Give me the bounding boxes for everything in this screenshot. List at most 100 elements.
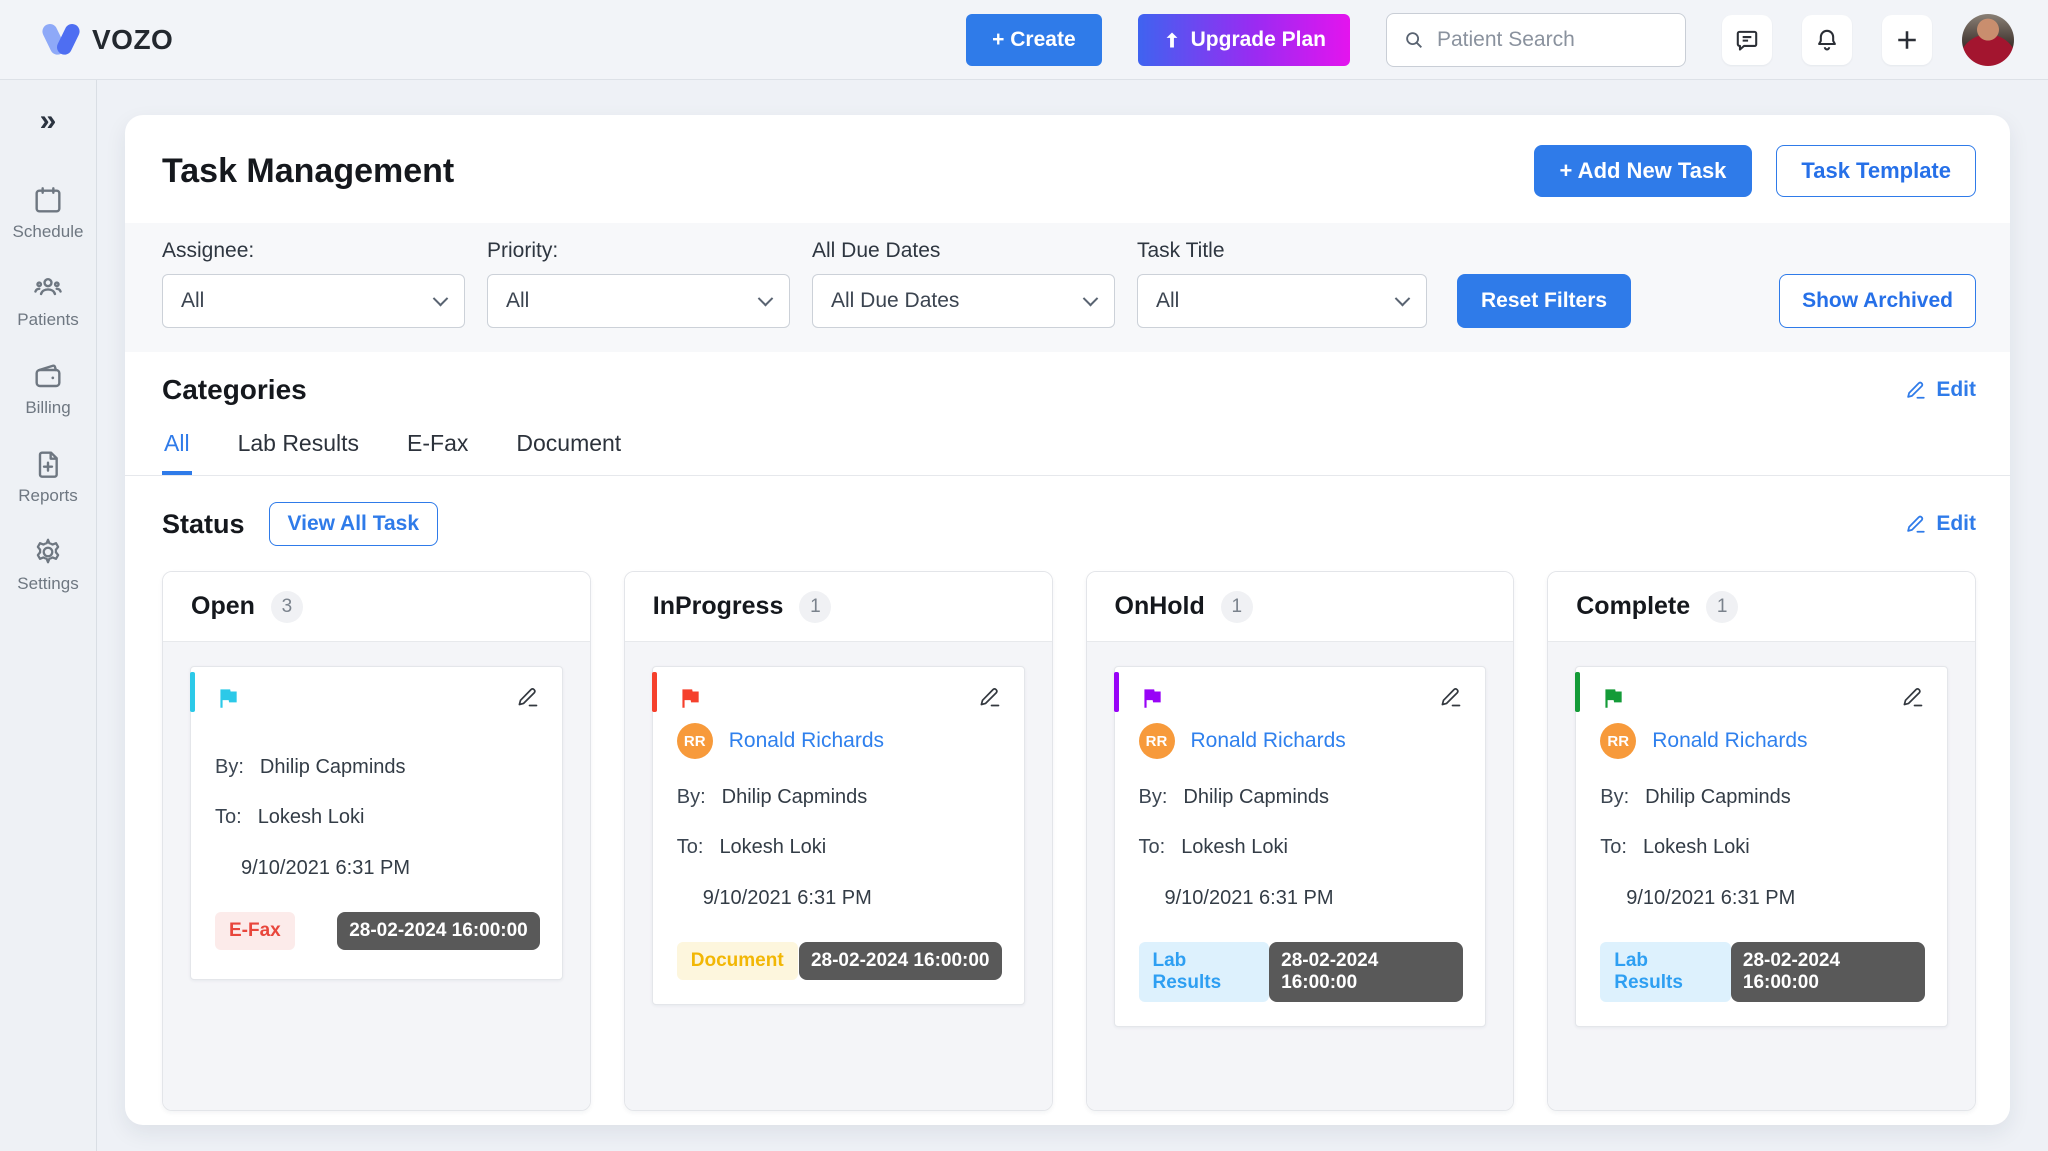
column-count-badge: 1 bbox=[799, 590, 832, 623]
task-management-panel: Task Management + Add New Task Task Temp… bbox=[125, 115, 2010, 1125]
by-label: By: bbox=[215, 756, 244, 778]
column-title: OnHold bbox=[1114, 592, 1205, 620]
priority-filter-label: Priority: bbox=[487, 239, 559, 262]
column-title: Open bbox=[191, 592, 255, 620]
edit-task-icon[interactable] bbox=[1439, 685, 1463, 709]
due-date-pill: 28-02-2024 16:00:00 bbox=[798, 942, 1002, 980]
edit-task-icon[interactable] bbox=[978, 685, 1002, 709]
task-datetime: 9/10/2021 6:31 PM bbox=[241, 857, 411, 879]
arrow-up-icon bbox=[1162, 30, 1182, 50]
filters-bar: Assignee: All Priority: All All Due Date… bbox=[125, 223, 2010, 352]
assignee-name-link[interactable]: Ronald Richards bbox=[1190, 729, 1346, 752]
quick-add-button[interactable] bbox=[1882, 14, 1932, 65]
create-button[interactable]: + Create bbox=[966, 13, 1102, 66]
due-dates-filter-label: All Due Dates bbox=[812, 239, 941, 262]
assignee-avatar: RR bbox=[1138, 723, 1175, 759]
bell-icon bbox=[1814, 27, 1840, 53]
tab-efax[interactable]: E-Fax bbox=[405, 424, 470, 475]
status-title: Status bbox=[162, 508, 245, 539]
to-label: To: bbox=[1138, 836, 1166, 858]
by-label: By: bbox=[1600, 786, 1630, 808]
priority-accent-bar bbox=[1113, 672, 1119, 712]
column-count-badge: 3 bbox=[270, 590, 303, 623]
show-archived-button[interactable]: Show Archived bbox=[1779, 274, 1976, 328]
chevron-down-icon bbox=[432, 290, 449, 306]
messages-button[interactable] bbox=[1722, 14, 1772, 65]
task-card[interactable]: RR Ronald Richards By: Dhilip Capminds T… bbox=[651, 666, 1025, 1005]
due-date-pill: 28-02-2024 16:00:00 bbox=[1269, 942, 1464, 1002]
column-title: InProgress bbox=[652, 592, 784, 620]
to-value: Lokesh Loki bbox=[1642, 836, 1750, 858]
assignee-avatar: RR bbox=[1600, 723, 1637, 759]
by-label: By: bbox=[1138, 786, 1168, 808]
chevron-down-icon bbox=[757, 290, 774, 306]
file-plus-icon bbox=[32, 448, 64, 480]
reset-filters-button[interactable]: Reset Filters bbox=[1457, 274, 1632, 328]
tab-document[interactable]: Document bbox=[514, 424, 623, 475]
column-complete: Complete 1 bbox=[1547, 571, 1976, 1111]
chevron-down-icon bbox=[1394, 290, 1411, 306]
to-value: Lokesh Loki bbox=[1181, 836, 1288, 858]
tab-lab-results[interactable]: Lab Results bbox=[236, 424, 361, 475]
sidebar-item-patients[interactable]: Patients bbox=[17, 272, 79, 330]
to-label: To: bbox=[1600, 836, 1627, 858]
tab-all[interactable]: All bbox=[162, 424, 192, 475]
flag-icon bbox=[1600, 685, 1626, 711]
category-tag: Lab Results bbox=[1600, 942, 1731, 1002]
category-tabs: All Lab Results E-Fax Document bbox=[125, 424, 2010, 476]
view-all-task-button[interactable]: View All Task bbox=[268, 502, 439, 546]
assignee-name-link[interactable]: Ronald Richards bbox=[1652, 729, 1808, 752]
task-card[interactable]: RR Ronald Richards By: Dhilip Capminds T… bbox=[1575, 666, 1948, 1027]
assignee-select[interactable]: All bbox=[162, 274, 465, 328]
task-title-filter-label: Task Title bbox=[1137, 239, 1225, 262]
upgrade-plan-button[interactable]: Upgrade Plan bbox=[1137, 13, 1350, 66]
priority-accent-bar bbox=[651, 672, 657, 712]
to-value: Lokesh Loki bbox=[719, 836, 827, 858]
task-datetime: 9/10/2021 6:31 PM bbox=[1164, 887, 1334, 909]
wallet-icon bbox=[32, 360, 64, 392]
by-value: Dhilip Capminds bbox=[1183, 786, 1330, 808]
priority-accent-bar bbox=[190, 672, 195, 712]
sidebar-item-billing[interactable]: Billing bbox=[25, 360, 71, 418]
to-label: To: bbox=[215, 806, 242, 828]
patient-search-input[interactable] bbox=[1437, 27, 1708, 52]
sidebar-expand-button[interactable]: » bbox=[40, 106, 57, 136]
sidebar: » Schedule Patients bbox=[0, 80, 97, 1151]
sidebar-item-settings[interactable]: Settings bbox=[17, 536, 79, 594]
task-template-button[interactable]: Task Template bbox=[1776, 145, 1976, 197]
priority-select[interactable]: All bbox=[487, 274, 790, 328]
sidebar-item-reports[interactable]: Reports bbox=[18, 448, 78, 506]
task-datetime: 9/10/2021 6:31 PM bbox=[1626, 887, 1796, 909]
assignee-name-link[interactable]: Ronald Richards bbox=[728, 729, 884, 752]
column-title: Complete bbox=[1576, 592, 1691, 620]
add-new-task-button[interactable]: + Add New Task bbox=[1533, 145, 1753, 197]
due-date-pill: 28-02-2024 16:00:00 bbox=[337, 912, 540, 950]
edit-task-icon[interactable] bbox=[1901, 685, 1925, 709]
by-value: Dhilip Capminds bbox=[1645, 786, 1791, 808]
top-header: VOZO + Create Upgrade Plan bbox=[0, 0, 2048, 80]
vozo-heart-icon bbox=[40, 19, 82, 61]
priority-accent-bar bbox=[1575, 672, 1581, 712]
column-inprogress: InProgress 1 bbox=[623, 571, 1053, 1111]
patient-search bbox=[1386, 12, 1708, 67]
to-label: To: bbox=[676, 836, 704, 858]
chat-icon bbox=[1734, 27, 1760, 53]
assignee-filter-label: Assignee: bbox=[162, 239, 255, 262]
notifications-button[interactable] bbox=[1802, 14, 1852, 65]
categories-edit-button[interactable]: Edit bbox=[1905, 378, 1976, 402]
chevron-down-icon bbox=[1082, 290, 1099, 306]
pencil-icon bbox=[1905, 379, 1927, 401]
main-content: Task Management + Add New Task Task Temp… bbox=[97, 80, 2048, 1151]
due-dates-select[interactable]: All Due Dates bbox=[812, 274, 1115, 328]
task-title-select[interactable]: All bbox=[1137, 274, 1427, 328]
task-card[interactable]: RR Ronald Richards By: Dhilip Capminds T… bbox=[1113, 666, 1487, 1027]
sidebar-item-schedule[interactable]: Schedule bbox=[13, 184, 83, 242]
flag-icon bbox=[677, 685, 703, 711]
by-label: By: bbox=[676, 786, 706, 808]
user-avatar[interactable] bbox=[1962, 13, 2014, 66]
status-edit-button[interactable]: Edit bbox=[1905, 512, 1976, 536]
edit-task-icon[interactable] bbox=[516, 685, 540, 709]
column-count-badge: 1 bbox=[1706, 590, 1739, 623]
category-tag: Lab Results bbox=[1138, 942, 1270, 1002]
task-card[interactable]: By: Dhilip Capminds To: Lokesh Loki 9/10… bbox=[190, 666, 563, 980]
